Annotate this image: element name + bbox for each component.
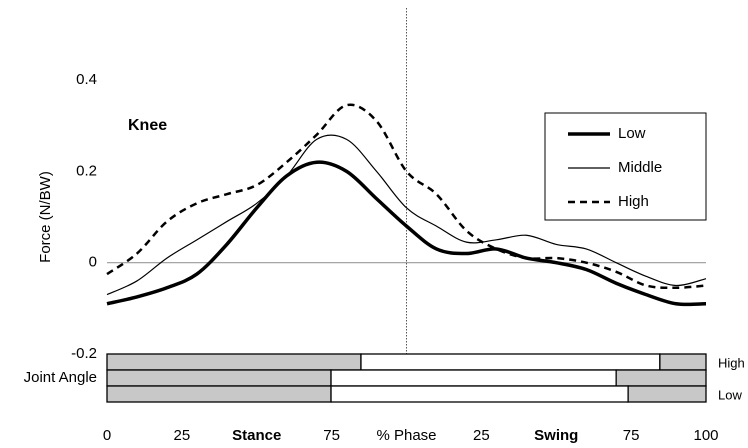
swing-segment (330, 369, 617, 387)
series-line (106, 103, 707, 290)
swing-segment (360, 353, 661, 371)
series-line (106, 134, 707, 296)
annotation: Knee (128, 117, 167, 134)
legend-label: Middle (618, 159, 662, 176)
x-tick-label: % Phase (376, 427, 436, 444)
y-tick-label: 0 (89, 254, 97, 271)
x-tick-label: 75 (623, 427, 640, 444)
series-line (106, 160, 707, 307)
x-tick-label: 100 (693, 427, 718, 444)
x-tick-label: 0 (103, 427, 111, 444)
y-tick-label: 0.4 (76, 71, 97, 88)
row-label: Low (718, 387, 742, 402)
legend-label: Low (618, 125, 646, 142)
y-tick-label: 0.2 (76, 162, 97, 179)
joint-angle-label: Joint Angle (24, 369, 97, 386)
stance-segment (106, 385, 332, 403)
row-label: High (718, 355, 745, 370)
stance-segment (106, 353, 362, 371)
x-tick-label: 25 (473, 427, 490, 444)
stance-segment (615, 369, 707, 387)
legend-label: High (618, 193, 649, 210)
stance-segment (627, 385, 707, 403)
stance-segment (106, 369, 332, 387)
x-tick-label: Swing (534, 427, 578, 444)
x-tick-label: 75 (323, 427, 340, 444)
x-tick-label: 25 (174, 427, 191, 444)
x-tick-label: Stance (232, 427, 281, 444)
y-axis-label: Force (N/BW) (37, 171, 54, 263)
stance-segment (659, 353, 707, 371)
swing-segment (330, 385, 629, 403)
y-tick-label: -0.2 (71, 345, 97, 362)
